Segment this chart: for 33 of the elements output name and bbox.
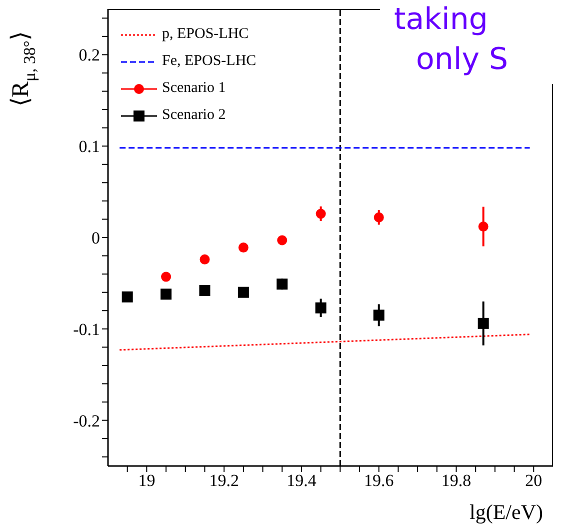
point	[316, 208, 326, 219]
y-tick-label: -0.1	[73, 320, 100, 339]
x-tick-label: 19.4	[286, 471, 317, 490]
x-axis-title: lg(E/eV)	[470, 500, 543, 524]
annotation: only S	[415, 41, 510, 79]
point	[200, 254, 210, 264]
x-tick-label: 20	[525, 471, 542, 490]
x-tick-label: 19	[138, 471, 156, 490]
x-tick-label: 19.2	[209, 471, 239, 490]
legend-label: Scenario 2	[162, 107, 226, 124]
legend-label: p, EPOS-LHC	[162, 26, 249, 43]
point	[315, 302, 326, 314]
y-tick-label: -0.2	[73, 411, 100, 430]
x-tick-label: 19.6	[364, 471, 394, 490]
point	[122, 291, 133, 302]
point	[238, 286, 249, 298]
y-tick-label: 0.2	[78, 46, 100, 65]
point	[277, 235, 288, 246]
point	[276, 278, 288, 290]
point	[238, 242, 248, 253]
y-tick-label: 0.1	[78, 137, 100, 156]
x-tick-label: 19.8	[441, 471, 472, 490]
point	[478, 222, 488, 232]
point	[478, 318, 489, 329]
annotation: taking	[394, 1, 489, 39]
point	[373, 310, 384, 321]
point	[199, 285, 210, 296]
point	[161, 272, 172, 282]
legend-label: Fe, EPOS-LHC	[162, 53, 256, 70]
y-tick-label: 0	[92, 228, 100, 248]
legend-label: Scenario 1	[162, 80, 226, 97]
point	[374, 212, 384, 222]
point	[160, 288, 172, 300]
